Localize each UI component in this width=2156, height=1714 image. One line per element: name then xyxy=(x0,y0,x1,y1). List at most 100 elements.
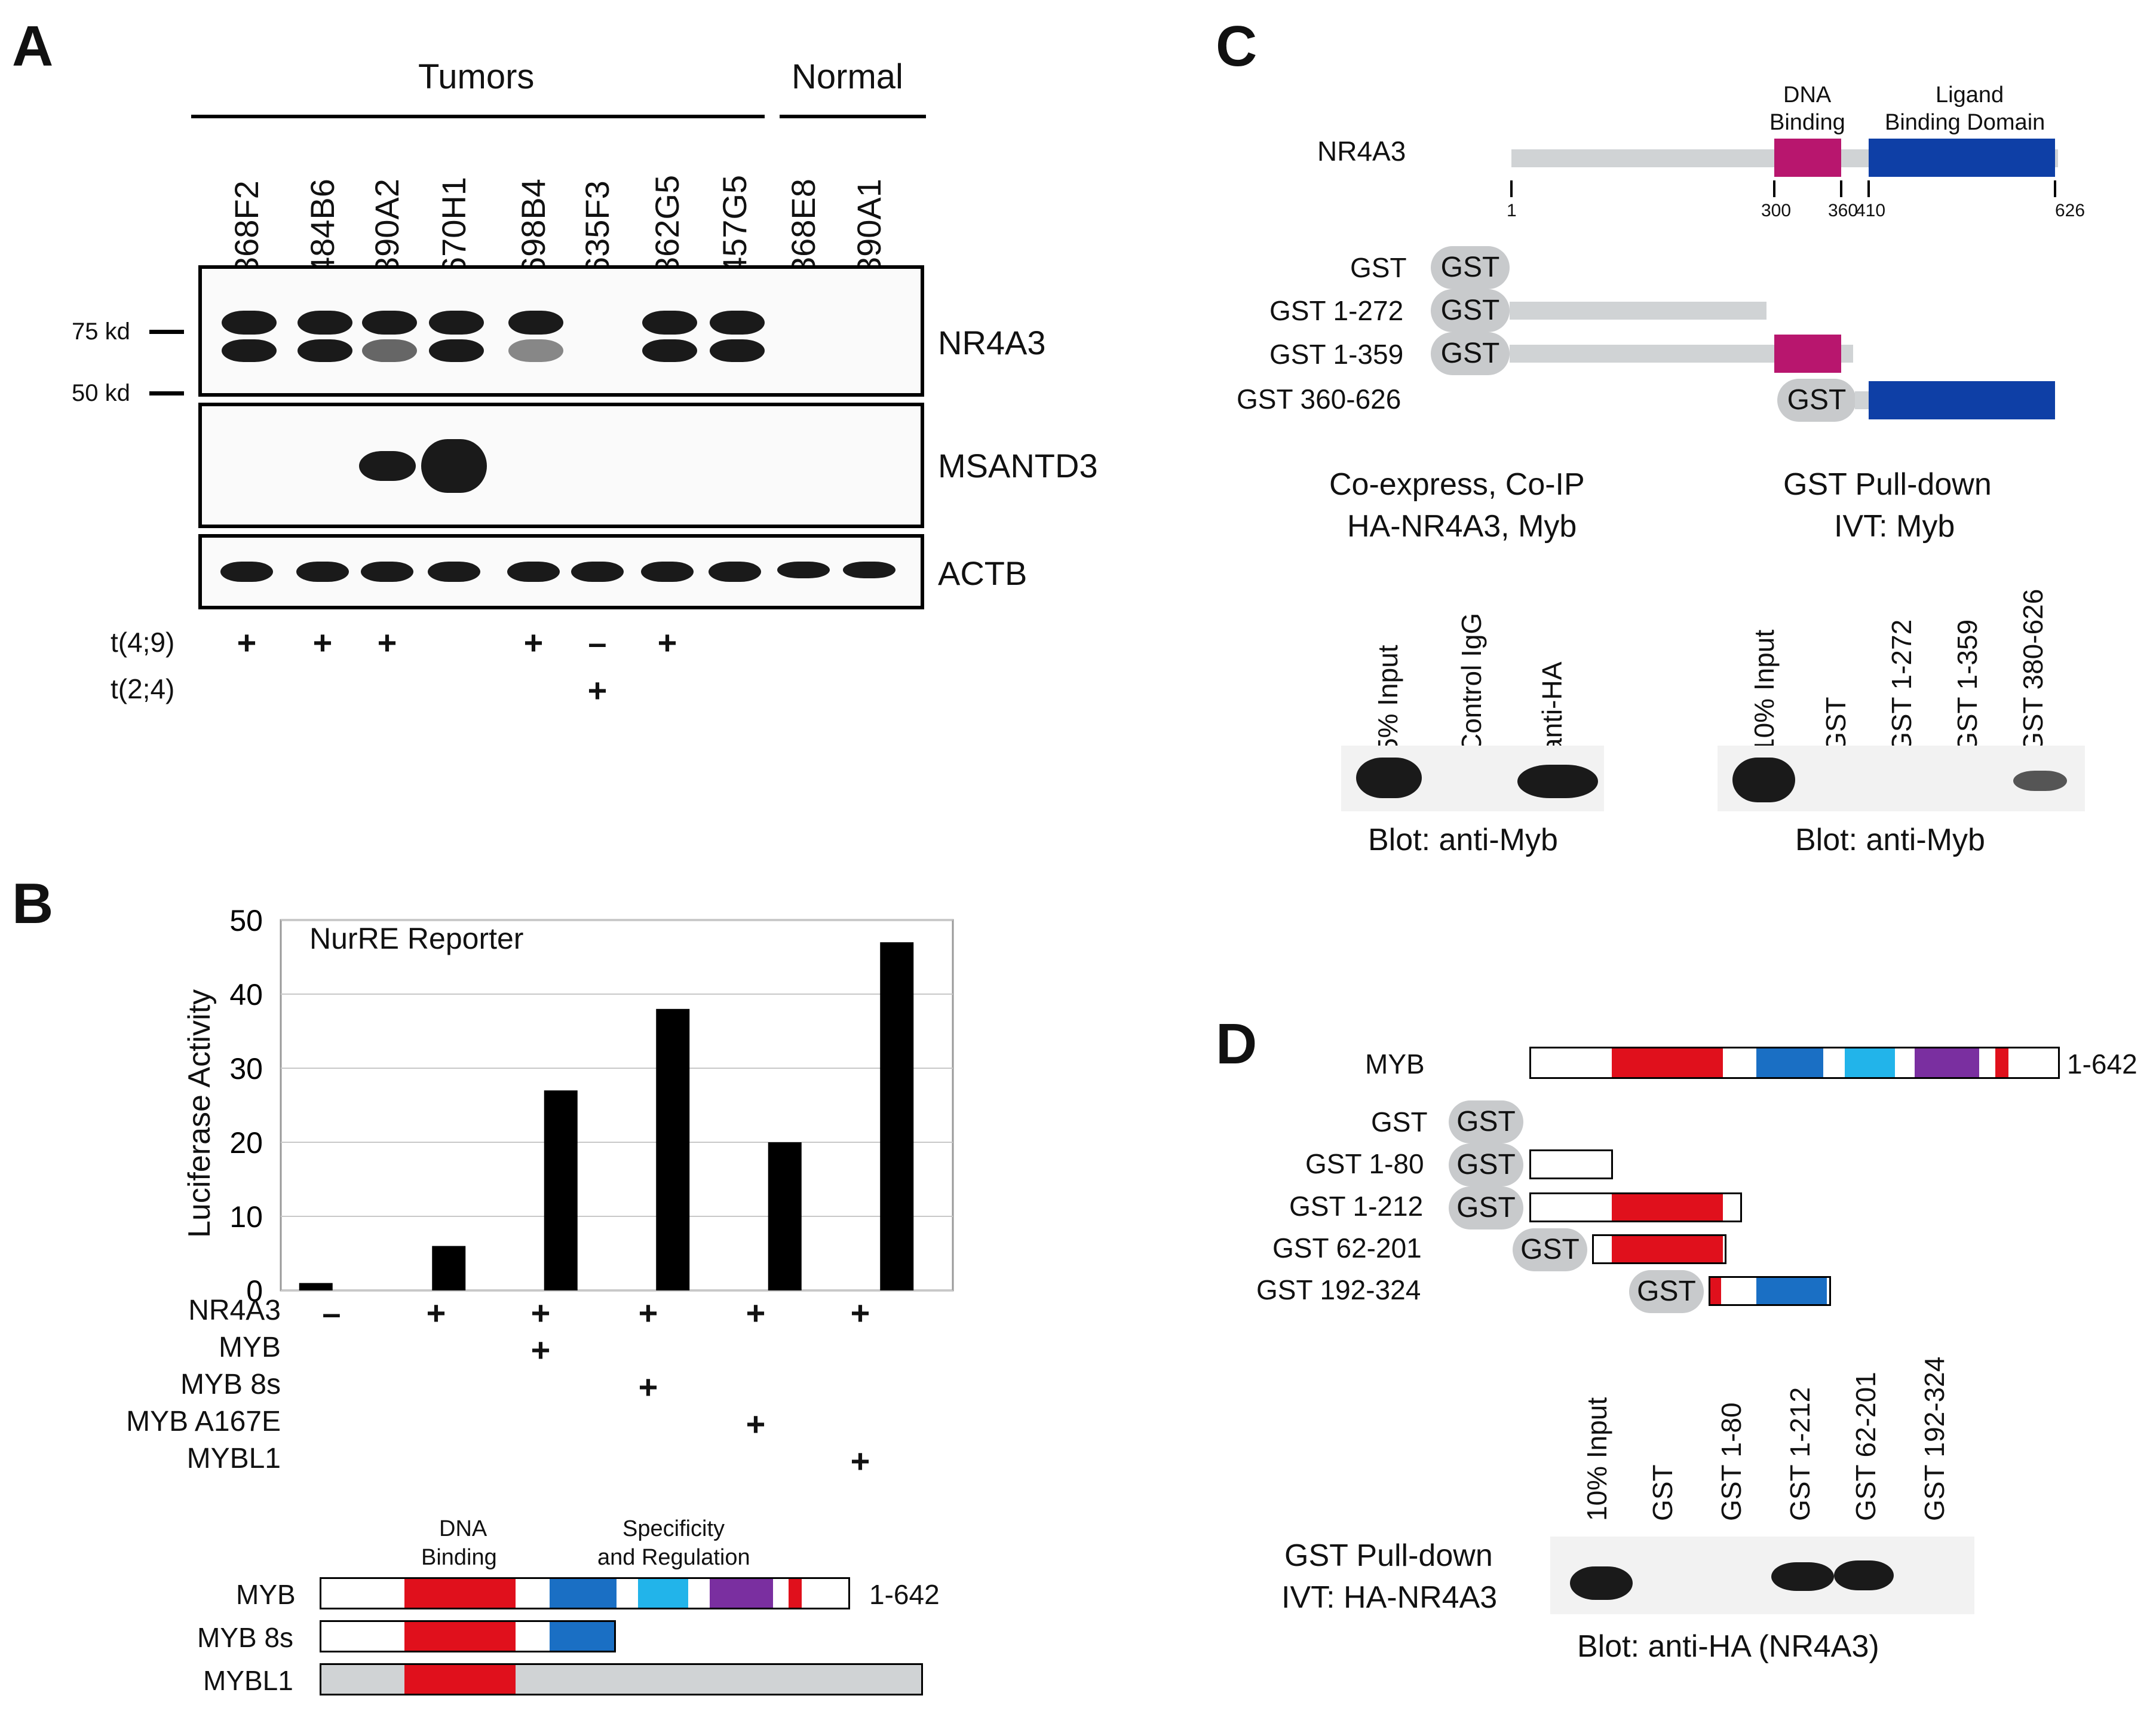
c-left-lane-label: Control IgG xyxy=(1456,612,1487,753)
lbd-label-1: Ligand xyxy=(1936,82,2004,108)
actb-band xyxy=(428,562,480,582)
c-construct-1-272: GST 1-272 xyxy=(1269,295,1404,326)
nr4a3-tick xyxy=(1773,180,1775,197)
nr4a3-band-upper xyxy=(642,311,697,335)
c-construct-360-626: GST 360-626 xyxy=(1237,384,1401,415)
d-construct-gst: GST xyxy=(1371,1106,1428,1137)
condition-row-label: NR4A3 xyxy=(188,1295,281,1326)
actb-band xyxy=(641,562,694,582)
d-band-4 xyxy=(1771,1562,1834,1591)
c-left-title-1: Co-express, Co-IP xyxy=(1329,467,1585,502)
nr4a3-tick xyxy=(1510,180,1513,197)
condition-row-label: MYB xyxy=(218,1332,281,1363)
bar xyxy=(656,1008,690,1290)
panel-c-letter: C xyxy=(1216,14,1258,78)
nr4a3-band-lower xyxy=(508,339,563,362)
condition-mark: + xyxy=(426,1294,446,1332)
d-gst-pill-2: GST xyxy=(1449,1143,1523,1186)
blot-label-nr4a3: NR4A3 xyxy=(938,324,1046,361)
sample-label: 368F2 xyxy=(228,180,265,275)
c-1-359-dna xyxy=(1774,335,1841,373)
d-side-label-2: IVT: HA-NR4A3 xyxy=(1281,1580,1498,1615)
bar xyxy=(768,1142,802,1290)
d-lane-label: GST 62-201 xyxy=(1850,1372,1881,1521)
nr4a3-band-upper xyxy=(362,311,417,335)
nr4a3-band-upper xyxy=(508,311,563,335)
d-construct-62-201: GST 62-201 xyxy=(1272,1232,1422,1264)
d-1-80-bar xyxy=(1529,1149,1613,1179)
d-myb-lightblue xyxy=(1845,1048,1895,1077)
y-tick-label: 10 xyxy=(229,1200,263,1234)
actb-band xyxy=(220,562,273,582)
nr4a3-band-lower xyxy=(710,339,765,362)
myb8s-dna-domain xyxy=(404,1622,516,1651)
construct-myb: MYB xyxy=(236,1579,296,1610)
c-right-blot-label: Blot: anti-Myb xyxy=(1795,823,1985,857)
c-right-lane-label: GST xyxy=(1820,697,1851,753)
c-left-band-1 xyxy=(1356,758,1422,798)
t49-mark: + xyxy=(523,624,544,661)
d-192-324-blue xyxy=(1756,1278,1827,1304)
panel-b-letter: B xyxy=(12,872,54,936)
condition-mark: + xyxy=(746,1405,766,1443)
nr4a3-band-lower xyxy=(362,339,417,362)
sample-label: 457G5 xyxy=(716,174,753,275)
dna-binding-label-1: DNA xyxy=(439,1516,487,1541)
y-tick-label: 40 xyxy=(229,978,263,1011)
bar xyxy=(544,1090,578,1290)
d-myb-red-small xyxy=(1995,1048,2008,1077)
marker-75: 75 kd xyxy=(72,318,130,345)
d-band-5 xyxy=(1834,1560,1894,1590)
blot-label-actb: ACTB xyxy=(938,554,1028,592)
c-gst-pill-3: GST xyxy=(1431,332,1510,375)
d-lane-label: GST 192-324 xyxy=(1919,1356,1950,1521)
construct-mybl1: MYBL1 xyxy=(203,1665,293,1696)
t49-mark: – xyxy=(588,624,607,661)
normal-bracket xyxy=(780,115,926,118)
bar xyxy=(880,942,914,1290)
nr4a3-band-upper xyxy=(429,311,484,335)
chart-title: NurRE Reporter xyxy=(309,922,524,955)
condition-mark: – xyxy=(322,1294,341,1332)
plot-frame xyxy=(280,919,954,1292)
t49-mark: + xyxy=(312,624,333,661)
myb-purple-domain-b xyxy=(710,1579,773,1608)
actb-band xyxy=(361,562,413,582)
y-tick-label: 0 xyxy=(246,1274,263,1308)
d-lane-label: GST xyxy=(1647,1464,1678,1521)
t24-mark: + xyxy=(587,672,608,709)
t49-mark: + xyxy=(377,624,397,661)
row-label-t49: t(4;9) xyxy=(111,627,175,658)
c-right-lane-label: GST 1-359 xyxy=(1952,619,1983,753)
d-band-1 xyxy=(1570,1566,1633,1600)
sample-label: 484B6 xyxy=(303,179,341,275)
c-construct-1-359: GST 1-359 xyxy=(1269,339,1404,370)
dna-label-2: Binding xyxy=(1769,110,1845,135)
group-tumors-label: Tumors xyxy=(418,57,535,96)
nr4a3-tick-label: 410 xyxy=(1856,201,1886,220)
chart-ylabel: Luciferase Activity xyxy=(182,989,217,1238)
c-left-lane-label: anti-HA xyxy=(1537,661,1568,753)
d-gst-pill-4: GST xyxy=(1513,1228,1587,1271)
c-left-blot-label: Blot: anti-Myb xyxy=(1368,823,1558,857)
tumors-bracket xyxy=(191,115,765,118)
nr4a3-dna-domain xyxy=(1774,139,1841,177)
t49-mark: + xyxy=(657,624,677,661)
sample-label: 635F3 xyxy=(578,180,616,275)
condition-mark: + xyxy=(638,1368,658,1406)
actb-band xyxy=(296,562,349,582)
msantd3-band xyxy=(421,439,487,493)
d-lane-label: GST 1-212 xyxy=(1784,1387,1815,1521)
marker-75-tick xyxy=(149,330,184,334)
d-192-324-red xyxy=(1710,1278,1721,1304)
d-construct-1-212: GST 1-212 xyxy=(1289,1191,1424,1222)
myb-red-small-b xyxy=(789,1579,802,1608)
blot-msantd3 xyxy=(198,403,924,528)
condition-mark: + xyxy=(746,1294,766,1332)
nr4a3-tick-label: 360 xyxy=(1828,201,1858,220)
nr4a3-band-lower xyxy=(298,339,352,362)
actb-band xyxy=(709,562,761,582)
sample-label: 390A2 xyxy=(368,179,406,275)
myb-lightblue-domain-b xyxy=(638,1579,688,1608)
myb-dna-domain-b xyxy=(404,1579,516,1608)
